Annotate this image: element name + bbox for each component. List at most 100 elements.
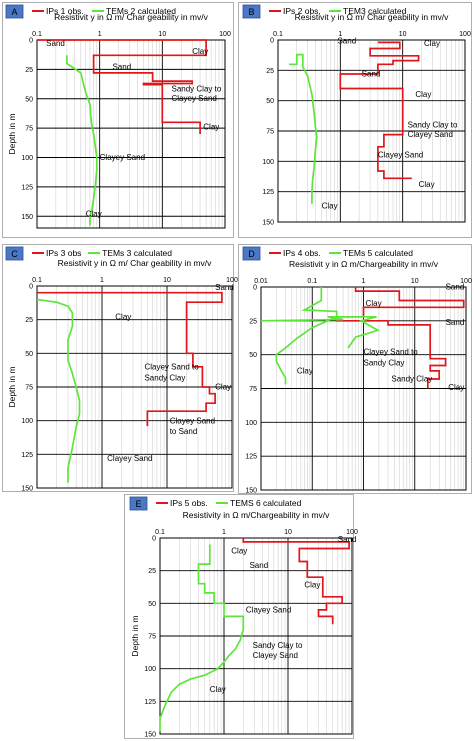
x-tick-label: 100 [219,31,231,38]
legend: IPs 1 obs. TEMs 2 calculated [32,6,176,16]
layer-annotation: Sandy Clay to [253,641,303,650]
y-tick-label: 125 [21,452,33,459]
y-tick-label: 0 [270,38,274,45]
legend: IPs 5 obs. TEMS 6 calculated [156,498,302,508]
grid [159,537,353,735]
series-line-obs [339,41,420,180]
x-tick-label: 0.1 [32,31,42,38]
y-tick-label: 75 [148,634,156,641]
layer-annotation: Clayey Sand [100,153,145,162]
panel-tag: C [5,246,24,261]
layer-annotation: Clayey Sand [408,130,453,139]
y-tick-label: 25 [249,318,257,325]
chart-title: Resistivit y in Ω m/ Char geability in m… [54,12,208,22]
layer-annotation: Sandy Clay [391,375,432,384]
x-tick-label: 100 [346,529,358,536]
y-tick-label: 100 [21,418,33,425]
panel-frame [124,494,354,739]
layer-annotation: Sandy Clay [364,358,405,367]
legend-label-calc: TEMs 5 calculated [343,248,413,258]
y-tick-label: 50 [249,352,257,359]
layer-annotation: Clay [448,383,464,392]
series-line-calc [260,315,380,349]
x-tick-label: 0.01 [254,278,268,285]
chart-title: Resistivit y in Ω m/ Char geability in m… [295,12,449,22]
y-axis-label: Depth in m [7,113,17,154]
plot-area [159,537,353,735]
layer-annotation: Clayey Sand [171,94,216,103]
layer-annotation: Clayey Sand [378,151,423,160]
x-tick-label: 1 [100,277,104,284]
y-tick-label: 25 [148,568,156,575]
panel-tag-label: D [248,249,255,259]
x-tick-label: 100 [460,278,472,285]
layer-annotation: Clay [304,581,320,590]
panel-frame [2,2,234,238]
layer-annotation: Sand [249,561,268,570]
series-line-obs [242,538,350,625]
layer-annotation: Clayey Sand to [144,362,199,371]
y-tick-label: 0 [29,38,33,45]
legend-label-calc: TEMS 6 calculated [230,498,302,508]
y-tick-label: 100 [21,155,33,162]
y-tick-label: 75 [25,126,33,133]
y-tick-label: 25 [25,317,33,324]
panel-tag-box [5,4,24,19]
y-tick-label: 0 [253,285,257,292]
panel-tag-box [5,246,24,261]
series-line-obs [37,291,223,427]
y-tick-label: 75 [249,386,257,393]
chart-title: Resistivity in Ω m/Chargeability in mv/v [183,510,330,520]
plot-area [277,39,466,223]
x-tick-label: 0.1 [273,31,283,38]
plot-area [36,285,233,489]
y-tick-label: 25 [266,68,274,75]
x-tick-label: 100 [459,31,471,38]
x-tick-label: 0.1 [307,278,317,285]
layer-annotation: Clay [203,122,219,131]
series-line-calc [36,298,81,483]
y-tick-label: 0 [29,284,33,291]
layer-annotation: Clayey Sand to [364,348,419,357]
panel-tag-label: A [11,7,17,17]
series-line-calc [159,544,245,732]
y-tick-label: 125 [245,454,257,461]
y-tick-label: 50 [266,98,274,105]
panel-frame [238,244,472,494]
x-tick-label: 10 [411,278,419,285]
panel-tag: E [129,496,148,511]
panel-tag-box [129,496,148,511]
panel-tag: A [5,4,24,19]
y-axis-label: Depth in m [7,366,17,407]
y-tick-label: 100 [245,420,257,427]
layer-annotation: Sand [215,283,234,292]
legend: IPs 4 obs. TEMs 5 calculated [269,248,413,258]
y-tick-label: 125 [262,189,274,196]
layer-annotation: Sandy Clay [144,373,185,382]
layer-annotation: Sand [446,283,465,292]
y-axis-label: Depth in m [130,615,140,656]
x-tick-label: 1 [362,278,366,285]
y-tick-label: 125 [21,184,33,191]
panel-tag: B [242,4,261,19]
layer-annotation: Clay [115,313,131,322]
layer-annotation: Clay [297,367,313,376]
chart-title: Resistivit y in Ω m/Chargeability in mv/… [289,259,439,269]
panel-tag-label: B [248,7,254,17]
panel-e: E IPs 5 obs. TEMS 6 calculated Resistivity … [124,494,358,739]
layer-annotation: Sand [112,62,131,71]
layer-annotation: Clay [415,90,431,99]
chart-title: Resistivit y in Ω m/ Char geability in m… [58,258,212,268]
panel-tag-label: E [135,499,141,509]
y-tick-label: 100 [144,666,156,673]
layer-annotation: Sand [338,535,357,544]
legend: IPs 2 obs. TEM3 calculated [269,6,407,16]
y-tick-label: 150 [245,488,257,495]
y-tick-label: 0 [152,536,156,543]
y-tick-label: 50 [25,351,33,358]
layer-annotation: Clay [419,180,435,189]
